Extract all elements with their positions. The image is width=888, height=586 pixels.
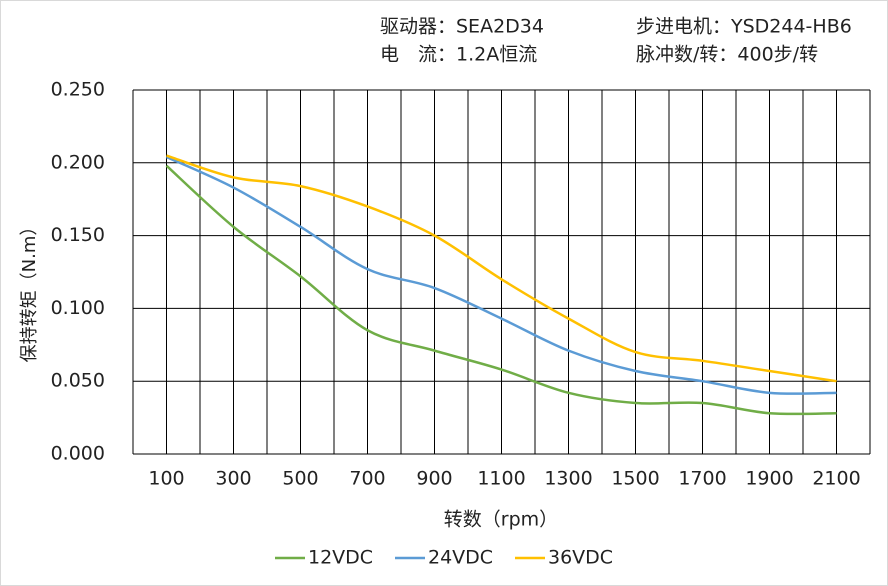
info-text: 电 流：1.2A恒流 [380,44,537,66]
data-line [166,154,837,383]
x-tick-label: 1300 [544,468,592,490]
info-text: 脉冲数/转：400步/转 [636,44,818,66]
y-tick-label: 0.200 [51,151,105,173]
legend-label: 24VDC [428,547,493,569]
legend-label: 36VDC [548,547,613,569]
x-tick-label: 900 [416,468,452,490]
info-text: 步进电机：YSD244-HB6 [636,16,852,38]
data-line [165,155,837,395]
x-tick-label: 1100 [477,468,525,490]
x-tick-label: 1500 [611,468,659,490]
x-tick-label: 2100 [812,468,860,490]
x-axis-label: 转数（rpm） [444,509,558,531]
y-tick-label: 0.000 [51,443,105,465]
y-tick-label: 0.050 [51,370,105,392]
x-tick-label: 500 [282,468,318,490]
data-line [165,164,837,416]
x-tick-label: 300 [215,468,251,490]
x-tick-label: 100 [148,468,184,490]
y-tick-label: 0.100 [51,297,105,319]
y-axis-label: 保持转矩（N.m） [19,218,40,363]
y-tick-label: 0.250 [51,79,105,101]
legend-label: 12VDC [308,547,373,569]
info-text: 驱动器：SEA2D34 [380,16,544,38]
x-tick-label: 700 [349,468,385,490]
x-tick-label: 1900 [745,468,793,490]
x-tick-label: 1700 [678,468,726,490]
y-tick-label: 0.150 [51,224,105,246]
